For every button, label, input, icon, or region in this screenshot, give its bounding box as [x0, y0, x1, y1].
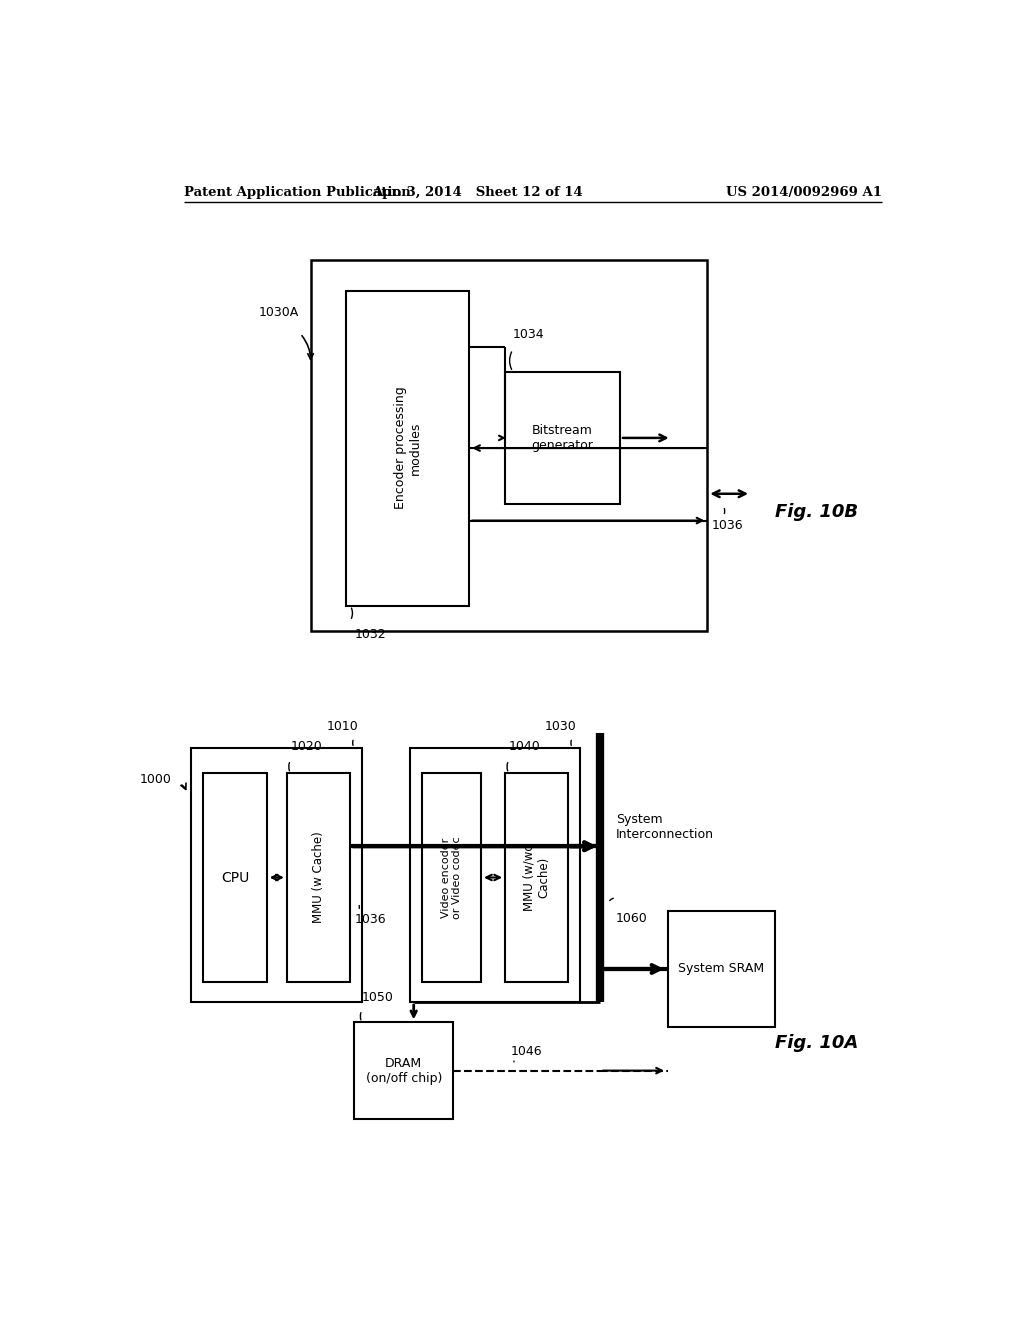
- Text: 1010: 1010: [327, 719, 358, 733]
- Bar: [287, 774, 350, 982]
- Bar: [505, 774, 568, 982]
- Text: System
Interconnection: System Interconnection: [616, 813, 714, 841]
- Text: 1046: 1046: [511, 1045, 543, 1059]
- Text: Patent Application Publication: Patent Application Publication: [183, 186, 411, 199]
- Bar: [310, 260, 708, 631]
- Text: 1000: 1000: [139, 774, 172, 787]
- Text: 1020: 1020: [291, 741, 323, 752]
- Text: MMU (w/wo
Cache): MMU (w/wo Cache): [522, 843, 551, 911]
- Text: 1036: 1036: [354, 913, 386, 927]
- Text: Video encoder
or Video codec: Video encoder or Video codec: [440, 836, 462, 919]
- Text: 1060: 1060: [616, 912, 648, 924]
- Text: MMU (w Cache): MMU (w Cache): [312, 832, 325, 924]
- Bar: [354, 1022, 454, 1119]
- Text: Fig. 10A: Fig. 10A: [775, 1034, 858, 1052]
- Text: CPU: CPU: [221, 870, 249, 884]
- Text: Fig. 10B: Fig. 10B: [775, 503, 858, 521]
- Bar: [204, 774, 267, 982]
- Bar: [191, 748, 362, 1002]
- Text: Bitstream
generator: Bitstream generator: [531, 424, 594, 451]
- Text: 1030A: 1030A: [258, 306, 299, 319]
- Text: Encoder processing
modules: Encoder processing modules: [394, 387, 422, 510]
- Text: 1030: 1030: [545, 719, 577, 733]
- Bar: [505, 372, 621, 504]
- Text: 1034: 1034: [513, 329, 545, 342]
- Text: 1036: 1036: [712, 519, 743, 532]
- Text: DRAM
(on/off chip): DRAM (on/off chip): [366, 1056, 442, 1085]
- Text: 1050: 1050: [362, 991, 394, 1005]
- Bar: [346, 290, 469, 606]
- Text: 1032: 1032: [354, 628, 386, 642]
- Bar: [668, 911, 775, 1027]
- Text: System SRAM: System SRAM: [678, 962, 764, 975]
- Bar: [410, 748, 581, 1002]
- Text: Apr. 3, 2014   Sheet 12 of 14: Apr. 3, 2014 Sheet 12 of 14: [372, 186, 583, 199]
- Text: US 2014/0092969 A1: US 2014/0092969 A1: [726, 186, 882, 199]
- Text: 1040: 1040: [509, 741, 541, 752]
- Bar: [422, 774, 481, 982]
